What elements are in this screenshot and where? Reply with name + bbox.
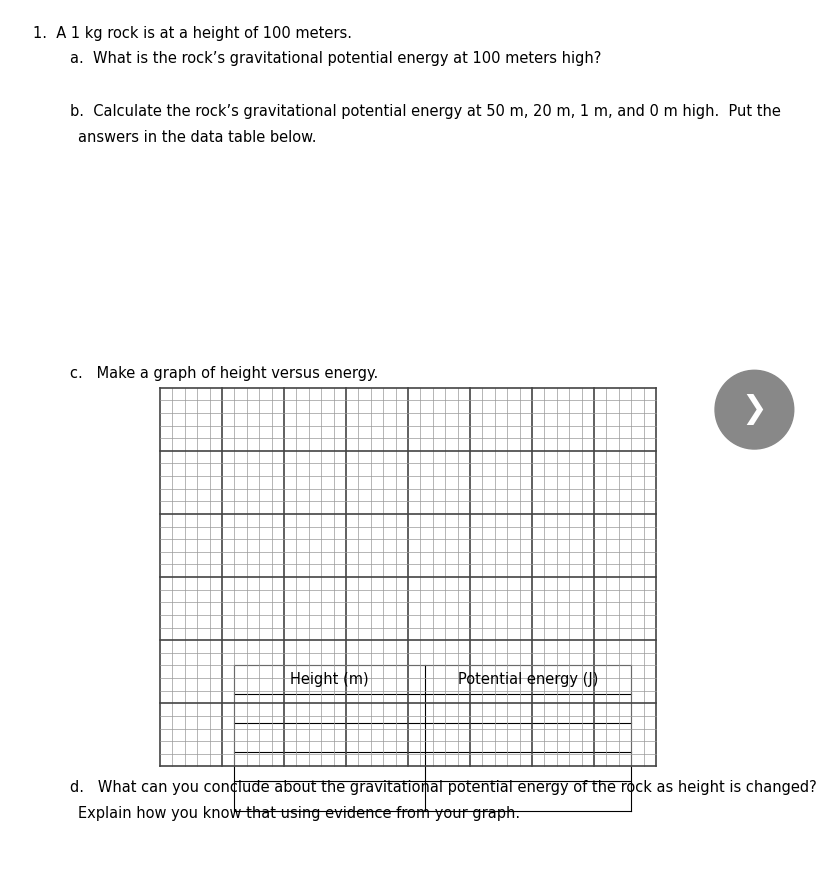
Text: c.   Make a graph of height versus energy.: c. Make a graph of height versus energy.: [70, 366, 378, 381]
Text: 1.  A 1 kg rock is at a height of 100 meters.: 1. A 1 kg rock is at a height of 100 met…: [33, 26, 351, 41]
Text: d.   What can you conclude about the gravitational potential energy of the rock : d. What can you conclude about the gravi…: [70, 780, 816, 795]
Text: Potential energy (J): Potential energy (J): [457, 672, 597, 687]
Text: a.  What is the rock’s gravitational potential energy at 100 meters high?: a. What is the rock’s gravitational pote…: [70, 51, 600, 66]
Text: answers in the data table below.: answers in the data table below.: [78, 130, 316, 145]
Text: ❯: ❯: [740, 394, 767, 426]
Ellipse shape: [714, 370, 793, 449]
Text: b.  Calculate the rock’s gravitational potential energy at 50 m, 20 m, 1 m, and : b. Calculate the rock’s gravitational po…: [70, 104, 780, 119]
Text: Height (m): Height (m): [289, 672, 368, 687]
Text: Explain how you know that using evidence from your graph.: Explain how you know that using evidence…: [78, 806, 519, 821]
